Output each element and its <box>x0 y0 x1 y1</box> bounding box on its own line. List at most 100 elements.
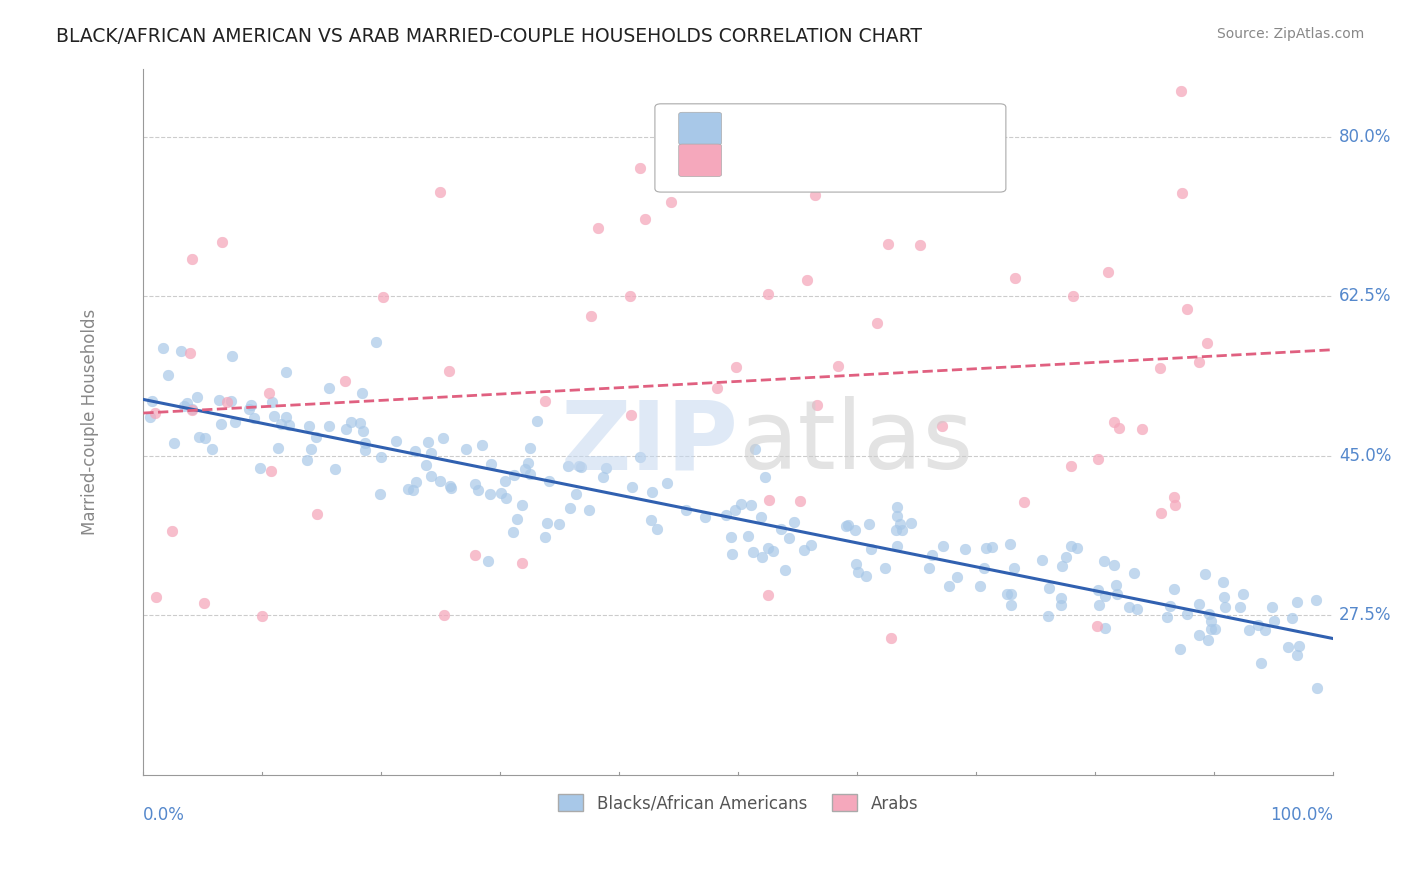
Point <box>860 542 883 557</box>
Point <box>886 539 908 553</box>
Point <box>318 380 340 394</box>
Point <box>1130 422 1153 436</box>
Point <box>796 273 818 287</box>
Point <box>187 430 209 444</box>
Point <box>557 458 579 473</box>
Point <box>592 469 614 483</box>
Point <box>1102 558 1125 573</box>
Point <box>628 161 651 175</box>
Point <box>385 434 408 449</box>
Text: R =: R = <box>733 120 772 137</box>
Point <box>257 385 280 400</box>
Point <box>998 537 1021 551</box>
Point <box>1286 648 1309 662</box>
Point <box>239 398 262 412</box>
Point <box>1285 595 1308 609</box>
Point <box>855 569 877 583</box>
Point <box>619 289 641 303</box>
Point <box>238 402 260 417</box>
Point <box>1232 587 1254 601</box>
Point <box>176 395 198 409</box>
Text: 0.100: 0.100 <box>778 152 841 169</box>
Point <box>1197 633 1219 648</box>
Point <box>634 211 657 226</box>
Point <box>249 460 271 475</box>
Point <box>889 517 911 532</box>
Point <box>145 406 167 420</box>
Text: -0.929: -0.929 <box>778 120 842 137</box>
Point <box>152 341 174 355</box>
Point <box>1108 420 1130 434</box>
Point <box>1156 610 1178 624</box>
Point <box>744 442 766 456</box>
Point <box>503 467 526 482</box>
Point <box>170 343 193 358</box>
Point <box>467 483 489 498</box>
Point <box>433 607 456 622</box>
Point <box>773 563 796 577</box>
Point <box>1175 607 1198 622</box>
Point <box>1094 622 1116 636</box>
Point <box>751 550 773 565</box>
Point <box>194 431 217 445</box>
Point <box>354 443 377 458</box>
Text: 80.0%: 80.0% <box>1339 128 1392 146</box>
Point <box>1062 289 1084 303</box>
Point <box>366 334 388 349</box>
Point <box>510 556 533 570</box>
Point <box>533 394 555 409</box>
Point <box>931 419 953 434</box>
Point <box>880 631 903 645</box>
Point <box>1092 554 1115 568</box>
Point <box>180 402 202 417</box>
Text: 0.0%: 0.0% <box>143 806 186 824</box>
Point <box>201 442 224 457</box>
Point <box>298 419 321 434</box>
Point <box>141 393 163 408</box>
Point <box>969 579 991 593</box>
Point <box>955 541 977 556</box>
Point <box>333 374 356 388</box>
Point <box>1277 640 1299 654</box>
Point <box>252 609 274 624</box>
Point <box>1097 265 1119 279</box>
Point <box>845 557 868 571</box>
Point <box>208 392 231 407</box>
Point <box>519 467 541 482</box>
Point <box>1087 451 1109 466</box>
Point <box>479 457 502 471</box>
Point <box>721 547 744 561</box>
Point <box>1059 458 1081 473</box>
Point <box>186 390 208 404</box>
Text: N =: N = <box>863 120 903 137</box>
Point <box>1281 611 1303 625</box>
Text: BLACK/AFRICAN AMERICAN VS ARAB MARRIED-COUPLE HOUSEHOLDS CORRELATION CHART: BLACK/AFRICAN AMERICAN VS ARAB MARRIED-C… <box>56 27 922 45</box>
Point <box>640 513 662 527</box>
Point <box>180 403 202 417</box>
Point <box>1150 506 1173 520</box>
Point <box>1198 607 1220 622</box>
Point <box>974 541 997 556</box>
Point <box>1247 617 1270 632</box>
Point <box>628 450 651 465</box>
Point <box>720 531 742 545</box>
FancyBboxPatch shape <box>655 103 1005 192</box>
Point <box>502 525 524 540</box>
Point <box>749 510 772 524</box>
Point <box>513 462 536 476</box>
Text: Source: ZipAtlas.com: Source: ZipAtlas.com <box>1216 27 1364 41</box>
Point <box>396 483 419 497</box>
Point <box>569 459 592 474</box>
Point <box>277 418 299 433</box>
Point <box>706 381 728 395</box>
Point <box>1194 566 1216 581</box>
Point <box>418 435 440 450</box>
Point <box>877 236 900 251</box>
Point <box>741 544 763 558</box>
Point <box>946 570 969 584</box>
Point <box>724 503 747 517</box>
Point <box>754 470 776 484</box>
Point <box>1163 491 1185 505</box>
Point <box>730 497 752 511</box>
Point <box>305 430 328 444</box>
